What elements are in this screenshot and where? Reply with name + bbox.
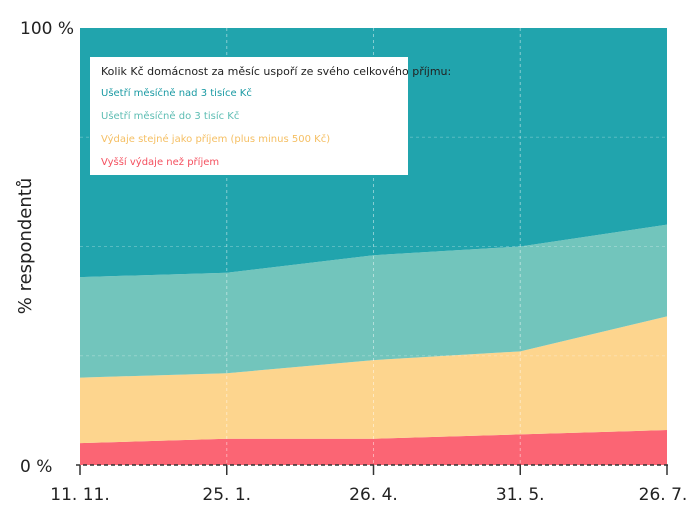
x-tick-labels: 11. 11. 25. 1. 26. 4. 31. 5. 26. 7.	[50, 485, 687, 505]
y-axis-label: % respondentů	[15, 178, 36, 315]
legend-title: Kolik Kč domácnost za měsíc uspoří ze sv…	[101, 65, 452, 78]
area-series-1	[80, 316, 667, 444]
y-tick-label-bottom: 0 %	[20, 457, 52, 477]
x-tick-label-3: 31. 5.	[496, 485, 545, 505]
x-tick-label-2: 26. 4.	[349, 485, 398, 505]
x-tick-label-0: 11. 11.	[50, 485, 109, 505]
legend-entry-deficit: Vyšší výdaje než příjem	[101, 157, 220, 168]
area-series-2	[80, 224, 667, 378]
x-tick-label-1: 25. 1.	[202, 485, 251, 505]
y-tick-label-top: 100 %	[20, 19, 74, 39]
legend-entry-balanced: Výdaje stejné jako příjem (plus minus 50…	[101, 134, 331, 145]
legend-entry-save-under-3k: Ušetří měsíčně do 3 tisíc Kč	[101, 111, 240, 122]
legend: Kolik Kč domácnost za měsíc uspoří ze sv…	[90, 57, 452, 175]
legend-entry-save-over-3k: Ušetří měsíčně nad 3 tisíce Kč	[101, 88, 252, 99]
axis-layer	[76, 464, 671, 475]
x-tick-label-4: 26. 7.	[639, 485, 688, 505]
